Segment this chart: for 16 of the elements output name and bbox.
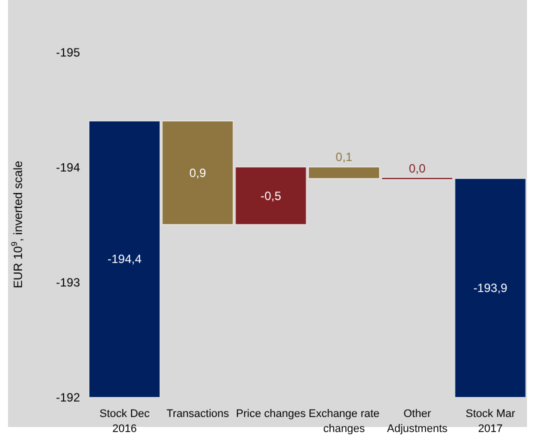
data-label: -194,4 — [107, 252, 142, 266]
x-tick-label: Stock Mar 2017 — [466, 408, 516, 435]
y-tick-label: -195 — [56, 45, 80, 60]
data-label: -0,5 — [260, 188, 282, 203]
x-tick-label: Price changes — [236, 408, 306, 420]
data-label: -193,9 — [473, 280, 508, 295]
y-tick-label: -193 — [56, 275, 80, 290]
y-tick-label: -192 — [56, 390, 80, 404]
x-tick-label: Stock Dec 2016 — [100, 408, 150, 435]
y-tick-label: -194 — [56, 160, 80, 174]
data-label: 0,1 — [336, 150, 353, 164]
x-tick-label: Exchange rate changes — [308, 408, 380, 435]
data-label: 0,9 — [189, 166, 206, 180]
x-tick-label: Transactions — [166, 408, 230, 420]
data-label: 0,0 — [408, 162, 426, 176]
x-tick-label: Other Adjustments — [386, 408, 448, 435]
